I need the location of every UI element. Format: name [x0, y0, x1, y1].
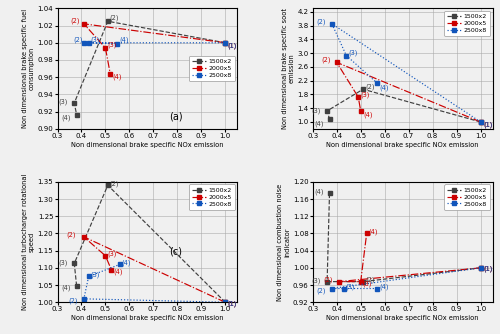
Text: (3): (3)	[90, 36, 100, 42]
Text: (1): (1)	[483, 266, 492, 273]
Text: (3): (3)	[108, 250, 116, 257]
Text: (4): (4)	[368, 228, 378, 235]
Text: (4): (4)	[61, 114, 70, 121]
Text: (3): (3)	[360, 92, 370, 98]
Text: (3): (3)	[312, 278, 321, 284]
Text: (2): (2)	[66, 232, 76, 238]
Y-axis label: Non dimensional combustion noise
indicator: Non dimensional combustion noise indicat…	[277, 183, 290, 301]
Text: (3): (3)	[312, 108, 321, 114]
Y-axis label: Non dimensional brake specific soot
emission: Non dimensional brake specific soot emis…	[282, 8, 294, 129]
Text: (4): (4)	[314, 120, 324, 127]
Legend: 1500x2, 2000x5, 2500x8: 1500x2, 2000x5, 2500x8	[189, 56, 235, 81]
Text: (1): (1)	[228, 301, 237, 307]
Text: (2): (2)	[321, 57, 330, 63]
Text: (1): (1)	[228, 42, 237, 49]
Text: (4): (4)	[380, 284, 389, 290]
Text: (2): (2)	[68, 298, 78, 305]
Text: (1): (1)	[483, 121, 492, 128]
Text: (4): (4)	[112, 74, 122, 80]
Text: (a): (a)	[169, 112, 182, 122]
Text: (3): (3)	[108, 41, 116, 48]
Text: (c): (c)	[169, 246, 182, 257]
Text: (4): (4)	[122, 260, 131, 266]
Text: (3): (3)	[348, 50, 358, 56]
Text: (3): (3)	[346, 284, 355, 290]
X-axis label: Non dimensional brake specific NOx emission: Non dimensional brake specific NOx emiss…	[71, 142, 224, 148]
Text: (1): (1)	[228, 42, 237, 49]
Text: (1): (1)	[228, 42, 237, 49]
Text: (2): (2)	[324, 277, 333, 283]
Text: (1): (1)	[483, 121, 492, 128]
Text: (4): (4)	[120, 37, 129, 43]
Y-axis label: Non dimensional brake specific fuel
consumption: Non dimensional brake specific fuel cons…	[22, 9, 35, 128]
Text: (2): (2)	[366, 84, 375, 90]
Text: (3): (3)	[58, 260, 68, 266]
Text: (2): (2)	[316, 18, 326, 25]
Text: (2): (2)	[365, 277, 374, 283]
Text: (4): (4)	[114, 269, 123, 275]
Text: (d): (d)	[460, 186, 474, 196]
Text: (1): (1)	[483, 266, 492, 273]
Text: (3): (3)	[58, 98, 68, 105]
Legend: 1500x2, 2000x5, 2500x8: 1500x2, 2000x5, 2500x8	[444, 184, 490, 210]
Text: (2): (2)	[109, 15, 118, 21]
Text: (1): (1)	[483, 266, 492, 273]
Text: (1): (1)	[228, 301, 237, 307]
X-axis label: Non dimensional brake specific NOx emission: Non dimensional brake specific NOx emiss…	[326, 315, 479, 321]
Text: (2): (2)	[70, 17, 80, 24]
Text: (4): (4)	[380, 84, 390, 91]
Text: (1): (1)	[483, 121, 492, 128]
Text: (b): (b)	[460, 13, 474, 23]
Text: (2): (2)	[73, 36, 83, 42]
X-axis label: Non dimensional brake specific NOx emission: Non dimensional brake specific NOx emiss…	[326, 142, 479, 148]
Text: (3): (3)	[362, 281, 372, 287]
Text: (3): (3)	[90, 272, 100, 278]
Y-axis label: Non dimensional turbocharger rotational
speed: Non dimensional turbocharger rotational …	[22, 174, 35, 310]
Legend: 1500x2, 2000x5, 2500x8: 1500x2, 2000x5, 2500x8	[444, 11, 490, 36]
Text: (4): (4)	[314, 188, 324, 194]
Text: (2): (2)	[110, 180, 119, 187]
Legend: 1500x2, 2000x5, 2500x8: 1500x2, 2000x5, 2500x8	[189, 184, 235, 210]
Text: (2): (2)	[316, 287, 326, 294]
Text: (1): (1)	[228, 301, 237, 307]
Text: (4): (4)	[61, 285, 70, 291]
X-axis label: Non dimensional brake specific NOx emission: Non dimensional brake specific NOx emiss…	[71, 315, 224, 321]
Text: (4): (4)	[363, 112, 372, 118]
